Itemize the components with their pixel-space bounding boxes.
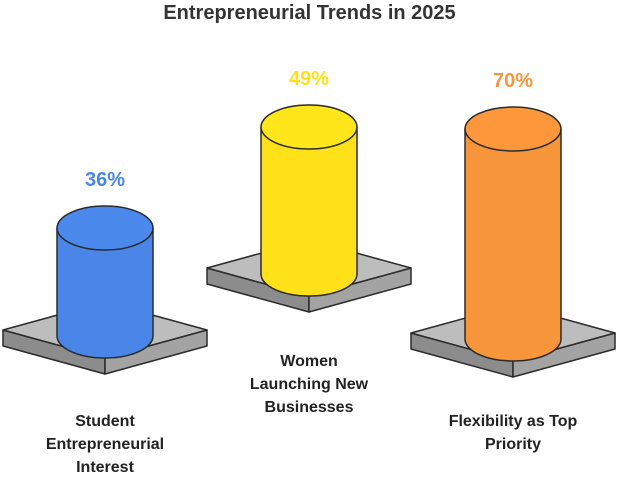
value-label-3: 70% — [493, 70, 533, 92]
bar-group-2: 49% Women Launching New Businesses — [206, 68, 412, 416]
category-label-1: Student Entrepreneurial Interest — [46, 413, 164, 476]
bars-layer: 36% Student Entrepreneurial Interest 49% Wome… — [2, 68, 616, 476]
value-label-1: 36% — [85, 169, 125, 191]
category-label-2: Women Launching New Businesses — [250, 353, 369, 416]
bar-2 — [260, 126, 358, 297]
bar-1 — [56, 227, 154, 359]
value-label-2: 49% — [289, 68, 329, 90]
chart-title: Entrepreneurial Trends in 2025 — [163, 2, 456, 24]
bar-group-1: 36% Student Entrepreneurial Interest — [2, 169, 208, 476]
bar-1-top — [56, 205, 154, 251]
bar-3 — [464, 128, 562, 362]
bar-2-top — [260, 104, 358, 150]
category-label-3: Flexibility as Top Priority — [449, 413, 578, 453]
bar-3-top — [464, 106, 562, 152]
bar-group-3: 70% Flexibility as Top Priority — [410, 70, 616, 453]
